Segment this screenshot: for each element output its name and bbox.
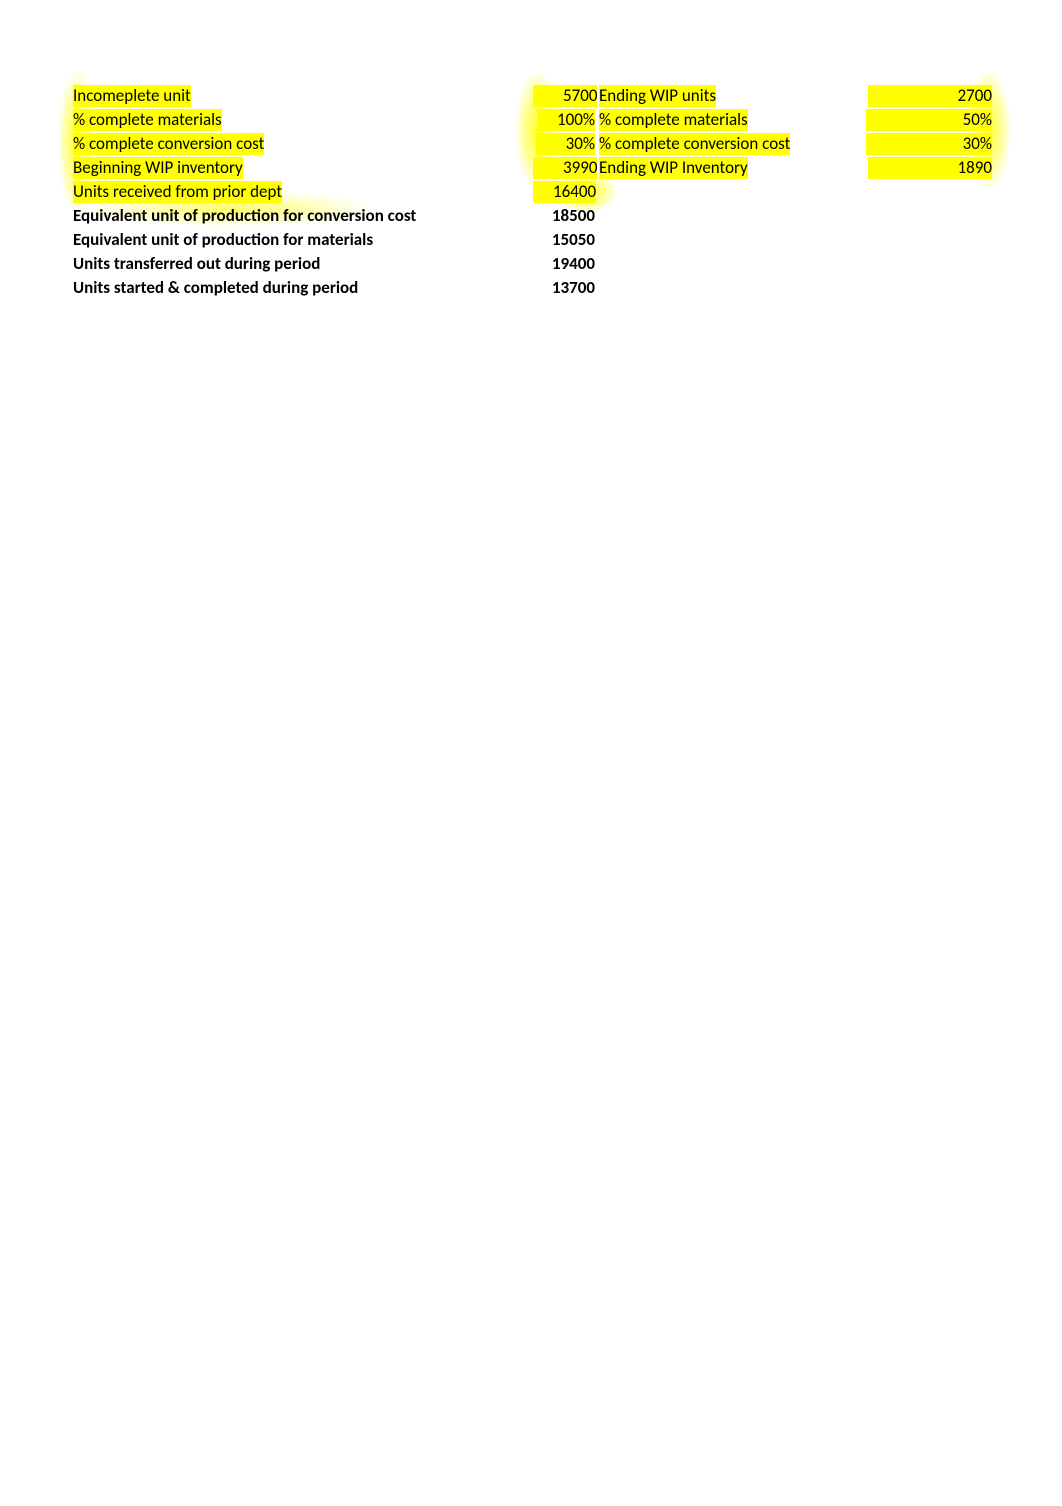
table-row: Equivalent unit of production for conver… [73, 204, 1000, 228]
cell-value: 50% [862, 109, 992, 131]
table-row: Beginning WIP inventory 3990 Ending WIP … [73, 156, 1000, 180]
table-row: Equivalent unit of production for materi… [73, 228, 1000, 252]
table-row: Units transferred out during period 1940… [73, 252, 1000, 276]
cell-value: 30% [533, 133, 595, 155]
cell-label: Ending WIP Inventory [595, 157, 862, 179]
cell-label: Equivalent unit of production for materi… [73, 229, 533, 251]
cell-value: 15050 [533, 229, 595, 251]
table-row: Units received from prior dept 16400 [73, 180, 1000, 204]
table-row: Incomeplete unit 5700 Ending WIP units 2… [73, 84, 1000, 108]
cell-label: Units started & completed during period [73, 277, 533, 299]
cell-value: 16400 [533, 181, 595, 203]
table-row: % complete materials 100% % complete mat… [73, 108, 1000, 132]
cell-value: 13700 [533, 277, 595, 299]
cell-value: 18500 [533, 205, 595, 227]
cell-value: 100% [533, 109, 595, 131]
cell-label: % complete materials [73, 109, 533, 131]
cell-label: Ending WIP units [595, 85, 862, 107]
cell-value: 5700 [533, 85, 595, 107]
cell-label: % complete conversion cost [595, 133, 862, 155]
cell-label: % complete conversion cost [73, 133, 533, 155]
cell-value: 1890 [862, 157, 992, 179]
table-row: Units started & completed during period … [73, 276, 1000, 300]
cell-label: Beginning WIP inventory [73, 157, 533, 179]
cell-label: Incomeplete unit [73, 85, 533, 107]
document-page: Incomeplete unit 5700 Ending WIP units 2… [0, 0, 1062, 300]
cell-value: 19400 [533, 253, 595, 275]
cell-value: 3990 [533, 157, 595, 179]
cell-label: Units received from prior dept [73, 181, 533, 203]
cell-value: 30% [862, 133, 992, 155]
cell-label: % complete materials [595, 109, 862, 131]
table-row: % complete conversion cost 30% % complet… [73, 132, 1000, 156]
cell-label: Units transferred out during period [73, 253, 533, 275]
cell-label: Equivalent unit of production for conver… [73, 205, 533, 227]
cell-value: 2700 [862, 85, 992, 107]
